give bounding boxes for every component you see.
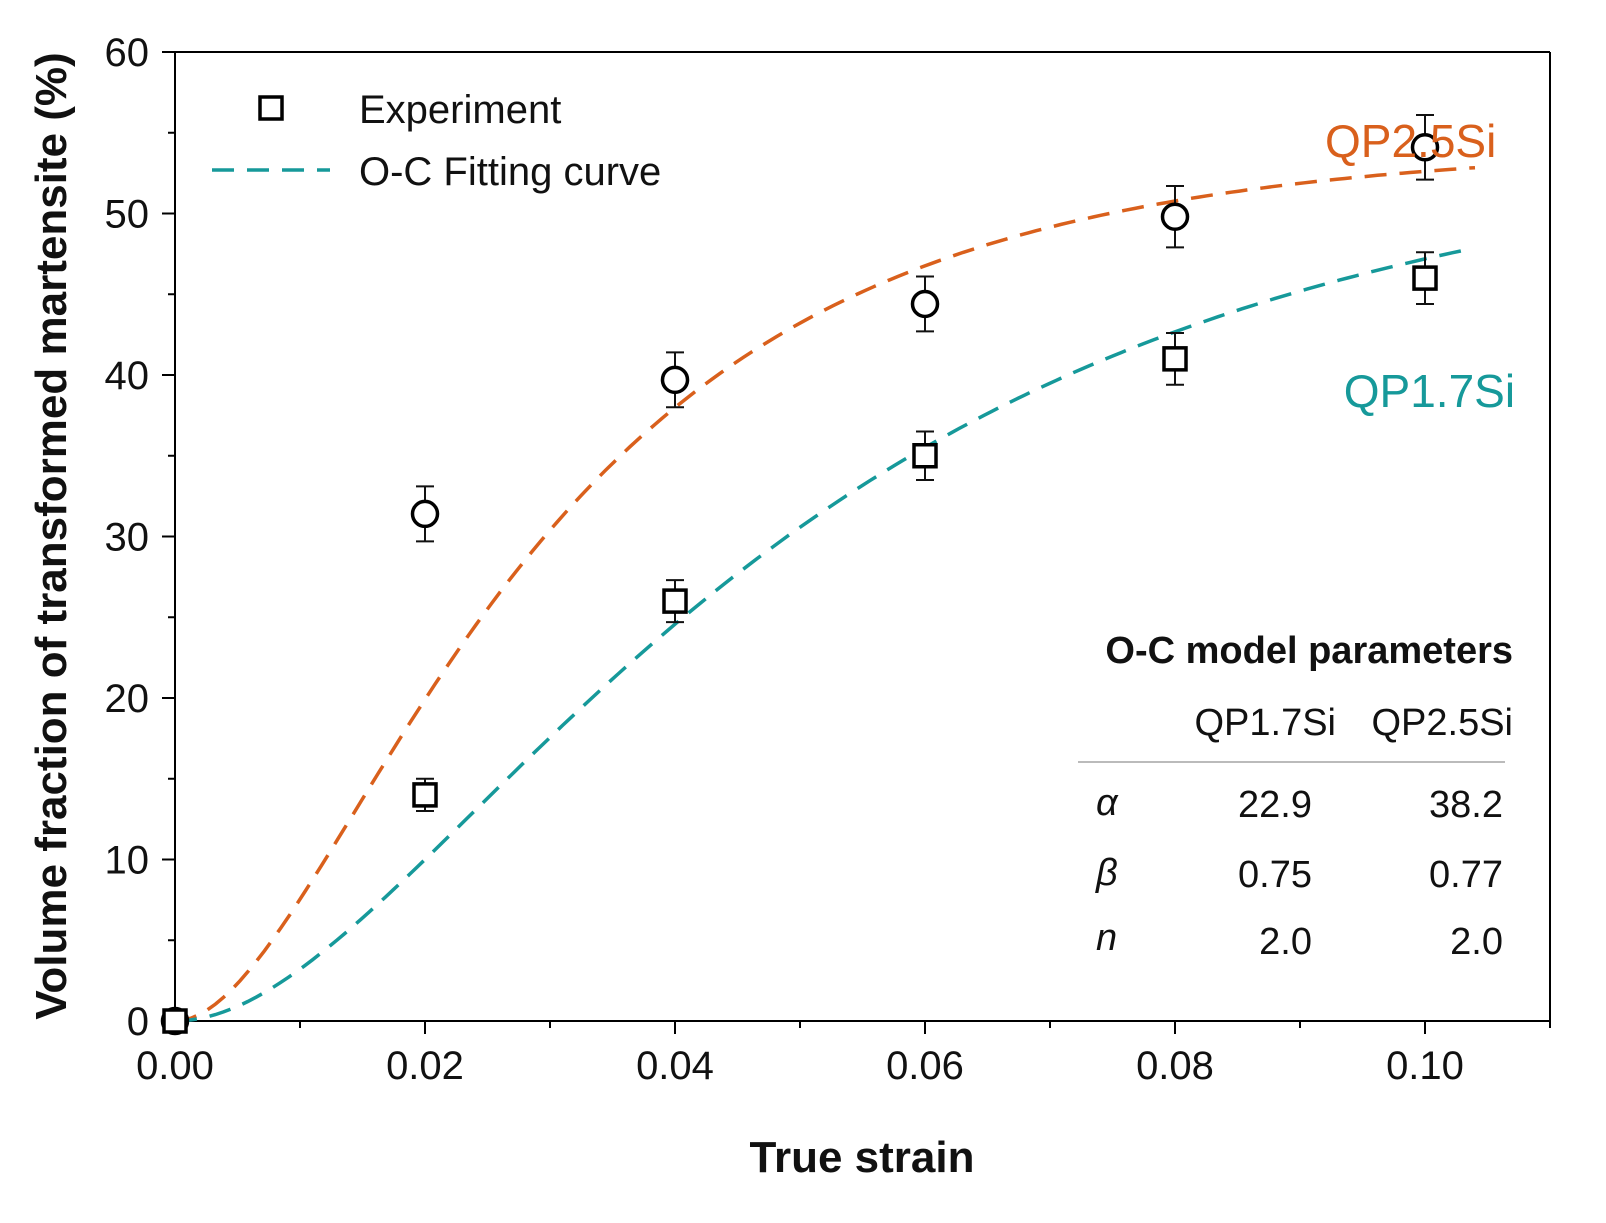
data-point-square <box>1412 265 1438 291</box>
param-value: 0.75 <box>1238 854 1312 896</box>
data-point-circle <box>410 499 440 529</box>
param-table-title: O-C model parameters <box>1105 630 1513 672</box>
x-tick-label: 0.06 <box>886 1044 964 1088</box>
param-table-col-header: QP2.5Si <box>1371 702 1513 744</box>
data-point-circle <box>660 365 690 395</box>
param-table-col-header: QP1.7Si <box>1194 702 1336 744</box>
data-point-circle <box>1160 202 1190 231</box>
param-value: 22.9 <box>1238 784 1312 826</box>
y-tick-label: 50 <box>105 193 150 237</box>
legend-fit-label: O-C Fitting curve <box>359 150 661 194</box>
param-symbol-beta: β <box>1095 852 1118 894</box>
y-tick-label: 60 <box>105 31 150 75</box>
y-tick-label: 30 <box>105 516 150 560</box>
x-tick-label: 0.00 <box>136 1044 214 1088</box>
data-point-square <box>912 443 938 469</box>
legend-experiment-label: Experiment <box>359 88 561 132</box>
param-symbol-alpha: α <box>1096 782 1119 824</box>
data-point-square <box>662 588 688 614</box>
y-tick-label: 10 <box>105 839 150 883</box>
legend-experiment-marker <box>258 95 284 121</box>
parameter-table: O-C model parameters QP1.7Si QP2.5Si α 2… <box>1078 630 1513 963</box>
y-tick-label: 20 <box>105 677 150 721</box>
x-tick-label: 0.02 <box>386 1044 464 1088</box>
param-value: 38.2 <box>1429 784 1503 826</box>
y-axis-label: Volume fraction of transformed martensit… <box>27 52 76 1019</box>
data-point-square <box>412 782 438 808</box>
series-label-qp17si: QP1.7Si <box>1344 365 1515 417</box>
param-symbol-n: n <box>1096 917 1117 959</box>
x-tick-label: 0.08 <box>1136 1044 1214 1088</box>
param-value: 0.77 <box>1429 854 1503 896</box>
param-value: 2.0 <box>1450 921 1503 963</box>
series-label-qp25si: QP2.5Si <box>1325 115 1496 167</box>
data-point-square <box>162 1008 188 1034</box>
x-tick-label: 0.04 <box>636 1044 714 1088</box>
error-bars <box>416 113 1434 813</box>
fit-curves <box>174 165 1476 1023</box>
x-axis-ticks: 0.00 0.02 0.04 0.06 0.08 0.10 <box>136 1021 1551 1088</box>
y-tick-label: 40 <box>105 354 150 398</box>
data-markers <box>160 133 1440 1036</box>
data-point-circle <box>1410 133 1440 162</box>
fit-curve-qp25si <box>174 165 1476 1023</box>
y-tick-label: 0 <box>127 1000 149 1044</box>
fit-curve-qp17si <box>174 247 1470 1023</box>
legend: Experiment O-C Fitting curve <box>212 88 661 194</box>
x-axis-label: True strain <box>750 1133 975 1182</box>
y-axis-ticks: 0 10 20 30 40 50 60 <box>105 31 175 1044</box>
param-value: 2.0 <box>1259 921 1312 963</box>
data-point-square <box>1162 346 1188 372</box>
data-point-circle <box>910 289 940 319</box>
x-tick-label: 0.10 <box>1386 1044 1464 1088</box>
plot-frame <box>174 51 1551 1022</box>
